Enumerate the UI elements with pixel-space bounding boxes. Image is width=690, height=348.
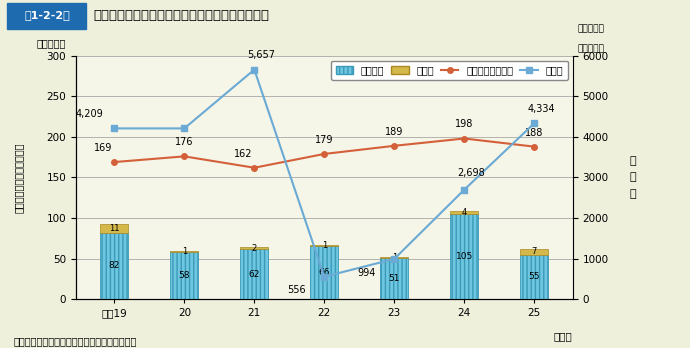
損害額: [460, 188, 469, 192]
Text: 189: 189: [385, 127, 404, 137]
損害額: [180, 126, 188, 130]
Text: 損
害
額: 損 害 額: [629, 156, 635, 199]
Bar: [380, 257, 408, 258]
Text: 51: 51: [388, 274, 400, 283]
Text: 4: 4: [462, 208, 467, 217]
Bar: [100, 233, 128, 299]
損害額: [320, 275, 328, 279]
Bar: [240, 247, 268, 249]
Bar: [100, 224, 128, 233]
Text: （年）: （年）: [554, 331, 573, 341]
Text: 58: 58: [179, 271, 190, 280]
Text: 危険物施設における火災事故発生件数と被害状況: 危険物施設における火災事故発生件数と被害状況: [93, 9, 269, 22]
Text: 162: 162: [234, 149, 253, 159]
Text: 198: 198: [455, 119, 473, 129]
火災事故発生件数: [110, 160, 119, 164]
火災事故発生件数: [460, 136, 469, 141]
Text: 994: 994: [357, 268, 375, 278]
Text: （人、件）: （人、件）: [36, 38, 66, 48]
Bar: [170, 252, 198, 299]
Text: 188: 188: [525, 127, 544, 137]
Bar: [520, 255, 549, 299]
Text: 62: 62: [248, 270, 260, 279]
Text: 82: 82: [109, 261, 120, 270]
Legend: 負傷者数, 死者数, 火災事故発生件数, 損害額: 負傷者数, 死者数, 火災事故発生件数, 損害額: [331, 61, 568, 80]
Bar: [520, 249, 549, 255]
火災事故発生件数: [250, 166, 259, 170]
Text: （備考）「危険物に係る事故報告」により作成: （備考）「危険物に係る事故報告」により作成: [14, 336, 137, 346]
Text: 105: 105: [455, 252, 473, 261]
損害額: [530, 121, 538, 125]
Text: 4,209: 4,209: [75, 109, 103, 119]
Text: 2: 2: [252, 244, 257, 253]
Text: 176: 176: [175, 137, 194, 147]
Text: 4,334: 4,334: [527, 104, 555, 114]
損害額: [390, 257, 398, 261]
Text: 1: 1: [322, 241, 327, 250]
火災事故発生件数: [180, 154, 188, 158]
Text: 2,698: 2,698: [457, 168, 485, 178]
Text: 死傷者数及び火災発生件数: 死傷者数及び火災発生件数: [14, 142, 23, 213]
Line: 損害額: 損害額: [111, 66, 538, 280]
Bar: [380, 258, 408, 299]
火災事故発生件数: [390, 144, 398, 148]
Text: 第1-2-2図: 第1-2-2図: [24, 10, 70, 20]
Text: （百万円）: （百万円）: [578, 44, 604, 53]
FancyBboxPatch shape: [7, 2, 86, 29]
Text: 169: 169: [94, 143, 112, 153]
Text: 556: 556: [287, 285, 306, 295]
Text: 55: 55: [529, 272, 540, 282]
Bar: [451, 211, 478, 214]
火災事故発生件数: [530, 144, 538, 149]
Line: 火災事故発生件数: 火災事故発生件数: [112, 136, 537, 171]
Text: 7: 7: [531, 247, 537, 256]
Text: 1: 1: [392, 253, 397, 262]
Text: 66: 66: [319, 268, 330, 277]
Text: 5,657: 5,657: [247, 50, 275, 61]
Bar: [310, 246, 338, 299]
Bar: [451, 214, 478, 299]
火災事故発生件数: [320, 152, 328, 156]
Bar: [170, 251, 198, 252]
Text: 1: 1: [181, 247, 187, 256]
Text: 11: 11: [109, 224, 119, 233]
Bar: [310, 245, 338, 246]
Text: （各年中）: （各年中）: [578, 25, 604, 34]
Text: 179: 179: [315, 135, 333, 145]
Bar: [240, 249, 268, 299]
損害額: [250, 68, 259, 72]
損害額: [110, 126, 119, 130]
